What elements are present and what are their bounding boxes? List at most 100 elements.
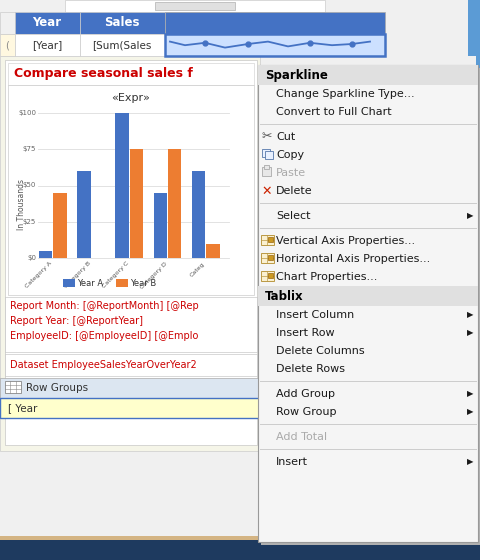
Text: Cut: Cut [276, 132, 295, 142]
Bar [15, 34, 80, 56]
Text: [ Year: [ Year [8, 403, 37, 413]
Bar [261, 235, 274, 245]
Text: Delete Rows: Delete Rows [276, 364, 345, 374]
Text: Convert to Full Chart: Convert to Full Chart [276, 107, 392, 117]
Bar [154, 193, 167, 258]
Text: [Sum(Sales: [Sum(Sales [92, 40, 152, 50]
Bar [0, 34, 15, 56]
Text: Vertical Axis Properties...: Vertical Axis Properties... [276, 236, 415, 246]
Bar [261, 253, 274, 263]
Text: Change Sparkline Type...: Change Sparkline Type... [276, 89, 415, 99]
Text: Category C: Category C [101, 261, 130, 290]
Text: Horizontal Axis Properties...: Horizontal Axis Properties... [276, 254, 430, 264]
Bar [265, 151, 273, 159]
Bar [258, 65, 478, 542]
Bar [0, 0, 480, 12]
Text: ✕: ✕ [262, 184, 272, 198]
Text: Paste: Paste [276, 168, 306, 178]
Bar [268, 273, 273, 278]
Text: (: ( [5, 40, 9, 50]
Text: Insert Row: Insert Row [276, 328, 335, 338]
Text: Row Groups: Row Groups [26, 383, 88, 393]
Text: Categ: Categ [190, 261, 206, 278]
Text: $0: $0 [27, 255, 36, 261]
Text: Category A: Category A [25, 261, 53, 290]
Text: Select: Select [276, 211, 311, 221]
Text: ✂: ✂ [262, 130, 272, 143]
Bar [264, 165, 269, 169]
Bar [0, 536, 260, 540]
Text: Tablix: Tablix [265, 290, 304, 302]
Bar [0, 398, 260, 418]
Text: Category D: Category D [139, 261, 168, 290]
Bar [77, 171, 91, 258]
Text: Add Group: Add Group [276, 389, 335, 399]
Bar [5, 297, 257, 352]
Bar [0, 12, 15, 34]
Bar [39, 251, 52, 258]
Bar [0, 56, 260, 451]
Bar [8, 85, 254, 295]
Bar [262, 149, 270, 157]
Text: Add Total: Add Total [276, 432, 327, 442]
Text: Insert Column: Insert Column [276, 310, 354, 320]
Text: Chart Properties...: Chart Properties... [276, 272, 377, 282]
Bar [0, 540, 480, 560]
Text: Year B: Year B [130, 278, 156, 287]
Bar [5, 354, 257, 376]
Text: Copy: Copy [276, 150, 304, 160]
Bar [261, 68, 480, 545]
Bar [15, 12, 80, 34]
Bar [261, 271, 274, 281]
Bar [168, 150, 181, 258]
Bar [155, 2, 235, 10]
Text: Row Group: Row Group [276, 407, 336, 417]
Bar [53, 193, 67, 258]
Bar [206, 244, 219, 258]
Text: [Year]: [Year] [32, 40, 62, 50]
Bar [63, 279, 75, 287]
Text: ▶: ▶ [467, 212, 473, 221]
Bar [262, 167, 271, 176]
Text: Delete Columns: Delete Columns [276, 346, 365, 356]
Bar [476, 56, 480, 536]
Text: Report Year: [@ReportYear]: Report Year: [@ReportYear] [10, 316, 143, 326]
Bar [5, 381, 21, 393]
Text: Delete: Delete [276, 186, 312, 196]
Bar [165, 34, 385, 56]
Bar [130, 150, 143, 258]
Bar [80, 12, 165, 34]
Text: In Thousands: In Thousands [16, 180, 25, 231]
Text: Dataset EmployeeSalesYearOverYear2: Dataset EmployeeSalesYearOverYear2 [10, 360, 197, 370]
Text: ▶: ▶ [467, 408, 473, 417]
Text: Category B: Category B [63, 261, 92, 290]
Text: ▶: ▶ [467, 390, 473, 399]
Bar [258, 65, 478, 85]
Bar [268, 255, 273, 260]
Bar [8, 63, 254, 85]
Bar [0, 378, 260, 398]
Bar [192, 171, 205, 258]
Text: Sparkline: Sparkline [265, 68, 328, 82]
Bar [65, 0, 325, 12]
Bar [80, 34, 165, 56]
Text: Insert: Insert [276, 457, 308, 467]
Bar [116, 279, 128, 287]
Text: Report Month: [@ReportMonth] [@Rep: Report Month: [@ReportMonth] [@Rep [10, 301, 199, 311]
Text: ▶: ▶ [467, 329, 473, 338]
Bar [258, 286, 478, 306]
Text: ▶: ▶ [467, 310, 473, 320]
Bar [268, 237, 273, 242]
Text: $100: $100 [18, 110, 36, 116]
Text: Year A: Year A [77, 278, 103, 287]
Bar [5, 60, 257, 445]
Text: $50: $50 [23, 183, 36, 189]
Text: «Expr»: «Expr» [111, 93, 150, 103]
Text: Sales: Sales [104, 16, 140, 30]
Bar [468, 0, 480, 56]
Text: Year: Year [33, 16, 61, 30]
Text: $75: $75 [23, 146, 36, 152]
Text: $25: $25 [23, 219, 36, 225]
Text: Compare seasonal sales f: Compare seasonal sales f [14, 68, 193, 81]
Bar [115, 113, 129, 258]
